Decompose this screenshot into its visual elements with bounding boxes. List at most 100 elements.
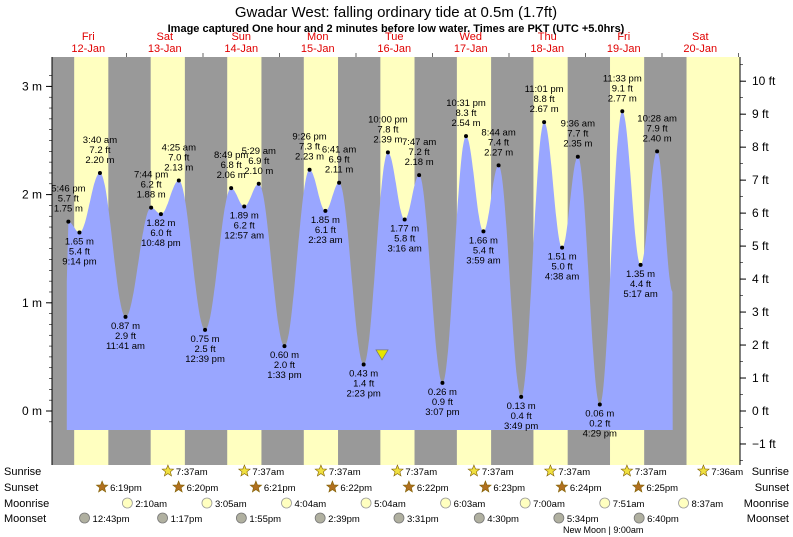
tide-area <box>66 111 673 431</box>
moonrise-time: 4:04am <box>295 499 327 510</box>
extreme-feet: 5.0 ft <box>552 262 573 273</box>
extreme-time: 11:41 am <box>106 341 145 352</box>
extreme-feet: 5.4 ft <box>473 245 494 256</box>
extreme-point <box>242 204 247 209</box>
extreme-feet: 5.8 ft <box>394 233 415 244</box>
extreme-time: 8:44 am <box>481 127 515 138</box>
chart-title: Gwadar West: falling ordinary tide at 0.… <box>235 4 557 21</box>
extreme-feet: 6.2 ft <box>141 180 162 191</box>
extreme-time: 11:01 pm <box>525 84 564 95</box>
right-tick-label: 7 ft <box>752 173 769 187</box>
moonrise-icon <box>440 497 452 509</box>
moonset-time: 12:43pm <box>93 514 130 525</box>
extreme-feet: 7.9 ft <box>647 123 668 134</box>
extreme-time: 4:29 pm <box>583 429 617 440</box>
extreme-point <box>203 327 208 332</box>
extreme-metres: 1.89 m <box>230 211 259 222</box>
extreme-point <box>229 186 234 191</box>
sunrise-star-icon <box>237 464 251 477</box>
moonrise-icon <box>519 497 531 509</box>
extreme-metres: 2.20 m <box>85 155 114 166</box>
extreme-feet: 6.9 ft <box>248 156 269 167</box>
legend-right-moonrise: Moonrise <box>744 498 789 510</box>
extreme-time: 10:28 am <box>637 113 677 124</box>
moonrise-icon <box>201 497 213 509</box>
extreme-point <box>361 362 366 367</box>
day-date: 15-Jan <box>301 43 335 55</box>
sunset-star-icon <box>631 480 645 493</box>
extreme-metres: 1.51 m <box>548 252 577 263</box>
extreme-time: 9:14 pm <box>62 256 96 267</box>
extreme-point <box>123 314 128 319</box>
moonrise-time: 3:05am <box>215 499 247 510</box>
extreme-feet: 9.1 ft <box>612 83 633 94</box>
sunrise-star-icon <box>696 464 710 477</box>
day-name: Sat <box>692 31 709 43</box>
sun-moon-table: Sunrise Sunrise Sunset Sunset Moonrise Moonri… <box>4 464 789 535</box>
extreme-time: 3:16 am <box>387 243 421 254</box>
extreme-feet: 7.7 ft <box>567 129 588 140</box>
extreme-metres: 2.40 m <box>643 133 672 144</box>
extreme-metres: 0.60 m <box>270 350 299 361</box>
moonset-time: 2:39pm <box>328 514 360 525</box>
extreme-time: 2:23 am <box>308 235 342 246</box>
legend-right-sunrise: Sunrise <box>752 466 789 478</box>
extreme-point <box>307 167 312 172</box>
extreme-time: 12:57 am <box>224 231 264 242</box>
sunrise-time: 7:37am <box>176 467 208 478</box>
right-tick-label: 10 ft <box>752 74 776 88</box>
extreme-point <box>323 208 328 213</box>
left-tick-label: 1 m <box>22 296 42 310</box>
extreme-metres: 2.10 m <box>244 166 273 177</box>
moonset-icon <box>473 512 485 524</box>
extreme-feet: 7.0 ft <box>168 153 189 164</box>
right-tick-label: 8 ft <box>752 140 769 154</box>
extreme-metres: 0.26 m <box>428 387 457 398</box>
extreme-metres: 2.18 m <box>405 157 434 168</box>
day-name: Fri <box>617 31 630 43</box>
day-date: 17-Jan <box>454 43 488 55</box>
extreme-point <box>496 163 501 168</box>
extreme-metres: 1.65 m <box>65 236 94 247</box>
extreme-metres: 2.27 m <box>484 147 513 158</box>
extreme-metres: 2.54 m <box>451 118 480 129</box>
sunset-star-icon <box>249 480 263 493</box>
extreme-metres: 2.23 m <box>295 152 324 163</box>
extreme-feet: 5.4 ft <box>69 246 90 257</box>
extreme-time: 1:33 pm <box>267 370 301 381</box>
legend-left-moonset: Moonset <box>4 513 46 525</box>
legend-left-sunset: Sunset <box>4 482 38 494</box>
moonset-icon <box>235 512 247 524</box>
left-tick-label: 0 m <box>22 404 42 418</box>
moonset-time: 3:31pm <box>407 514 439 525</box>
sunrise-time: 7:37am <box>405 467 437 478</box>
extreme-time: 9:36 am <box>561 119 595 130</box>
extreme-point <box>620 109 625 114</box>
extreme-feet: 5.7 ft <box>58 194 79 205</box>
sunset-star-icon <box>172 480 186 493</box>
extreme-metres: 2.67 m <box>530 104 559 115</box>
day-date: 13-Jan <box>148 43 182 55</box>
moonrise-icon <box>599 497 611 509</box>
moonrise-icon <box>281 497 292 509</box>
extreme-point <box>256 181 261 186</box>
moonset-icon <box>393 512 405 524</box>
extreme-time: 8:49 pm <box>214 150 248 161</box>
extreme-point <box>97 170 102 175</box>
extreme-metres: 2.11 m <box>325 165 353 176</box>
day-date: 20-Jan <box>683 43 717 55</box>
legend-left-moonrise: Moonrise <box>4 498 49 510</box>
extreme-metres: 0.43 m <box>349 368 378 379</box>
day-headers: Fri12-JanSat13-JanSun14-JanMon15-JanTue1… <box>71 31 717 55</box>
left-tick-label: 3 m <box>22 79 42 93</box>
sunrise-time: 7:36am <box>711 467 743 478</box>
sunrise-star-icon <box>543 464 557 477</box>
day-date: 12-Jan <box>71 43 105 55</box>
right-tick-label: 5 ft <box>752 239 769 253</box>
extreme-time: 11:33 pm <box>603 73 642 84</box>
sunset-time: 6:23pm <box>493 483 525 494</box>
extreme-point <box>66 219 71 224</box>
extreme-time: 3:59 am <box>466 255 500 266</box>
sunset-time: 6:20pm <box>187 483 219 494</box>
moonrise-time: 8:37am <box>692 499 724 510</box>
